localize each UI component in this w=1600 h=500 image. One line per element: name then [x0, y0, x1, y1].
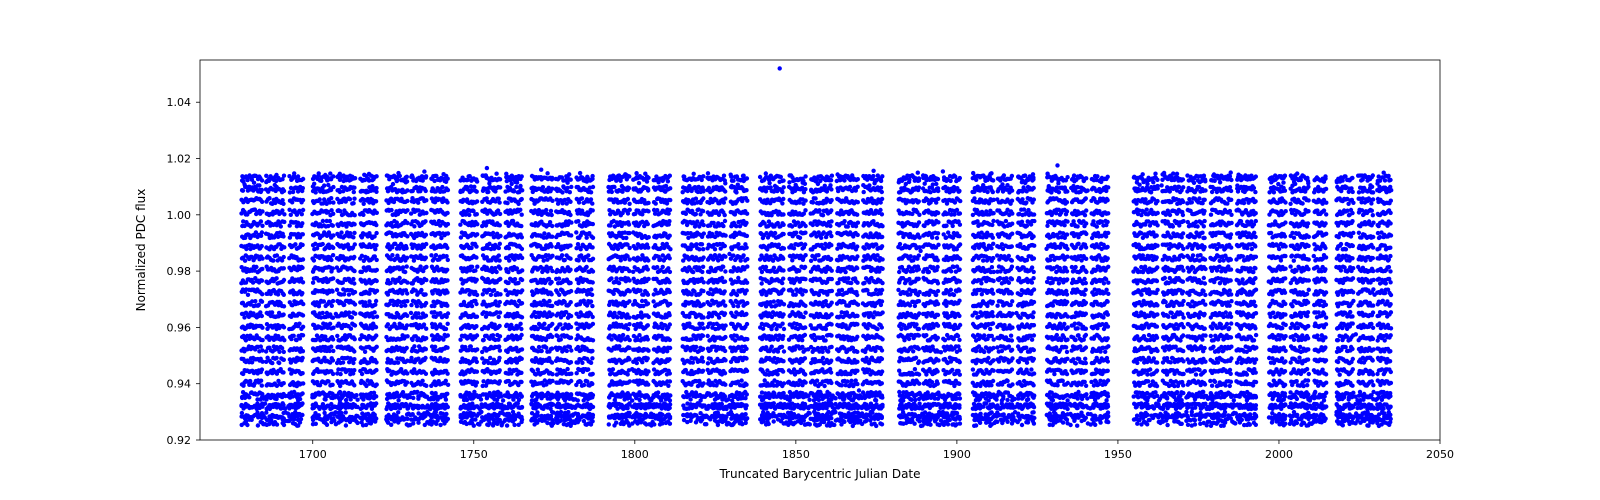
x-tick-label: 2050: [1426, 448, 1454, 461]
y-tick-label: 0.96: [167, 321, 192, 334]
x-tick-label: 2000: [1265, 448, 1293, 461]
x-tick-label: 1950: [1104, 448, 1132, 461]
y-tick-label: 1.04: [167, 96, 192, 109]
y-tick-label: 1.00: [167, 209, 192, 222]
scatter-points: [239, 66, 1393, 428]
x-tick-label: 1750: [460, 448, 488, 461]
y-axis-label: Normalized PDC flux: [134, 189, 148, 312]
chart-container: 1700 1750 1800 1850 1900 1950 2000 2050 0.92 0.94…: [0, 0, 1600, 500]
y-tick-label: 1.02: [167, 153, 192, 166]
y-tick-label: 0.92: [167, 434, 192, 447]
x-tick-label: 1700: [299, 448, 327, 461]
x-tick-label: 1800: [621, 448, 649, 461]
x-axis-label: Truncated Barycentric Julian Date: [718, 467, 920, 481]
scatter-plot: 1700 1750 1800 1850 1900 1950 2000 2050 0.92 0.94…: [0, 0, 1600, 500]
x-tick-label: 1900: [943, 448, 971, 461]
y-tick-label: 0.98: [167, 265, 192, 278]
x-tick-label: 1850: [782, 448, 810, 461]
y-tick-label: 0.94: [167, 378, 192, 391]
